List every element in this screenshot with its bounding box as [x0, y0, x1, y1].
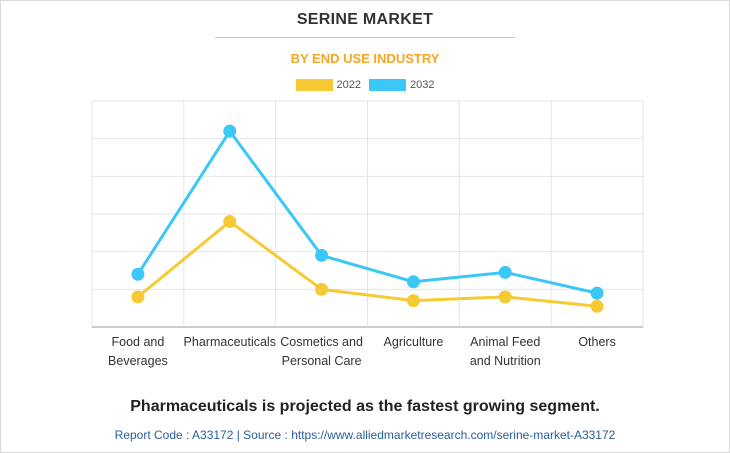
x-tick-label: Cosmetics and Personal Care [280, 335, 363, 368]
data-point-2022 [590, 299, 604, 313]
series-line-2022 [136, 220, 598, 308]
legend-item-2032[interactable]: 2032 [369, 79, 434, 91]
data-point-2032 [223, 124, 237, 138]
series-line-2032 [136, 129, 598, 295]
data-point-2032 [131, 267, 145, 281]
data-point-2022 [315, 282, 329, 296]
x-tick-label: Pharmaceuticals [184, 335, 276, 349]
data-point-2022 [131, 290, 145, 304]
data-point-2032 [498, 265, 512, 279]
legend-swatch-2032 [369, 79, 406, 91]
chart-headline: Pharmaceuticals is projected as the fast… [130, 398, 600, 415]
title-divider [215, 37, 515, 38]
chart-title: SERINE MARKET [296, 11, 434, 28]
data-point-2032 [315, 248, 329, 262]
data-point-2022 [498, 290, 512, 304]
data-point-2032 [590, 286, 604, 300]
data-point-2032 [406, 275, 420, 289]
legend-label-2032: 2032 [410, 79, 435, 91]
data-point-2022 [406, 294, 420, 308]
x-tick-label: Others [578, 335, 616, 349]
source-footer[interactable]: Report Code : A33172 | Source : https://… [114, 428, 616, 442]
legend-swatch-2022 [295, 79, 333, 91]
legend-label-2022: 2022 [336, 79, 361, 91]
legend: 2022 2032 [0, 79, 730, 91]
data-point-2022 [223, 215, 237, 229]
legend-item-2022[interactable]: 2022 [295, 79, 361, 91]
x-tick-label: Animal Feed and Nutrition [470, 335, 541, 368]
chart-subtitle: BY END USE INDUSTRY [290, 51, 440, 66]
x-tick-label: Food and Beverages [108, 335, 168, 368]
x-tick-label: Agriculture [384, 335, 444, 349]
